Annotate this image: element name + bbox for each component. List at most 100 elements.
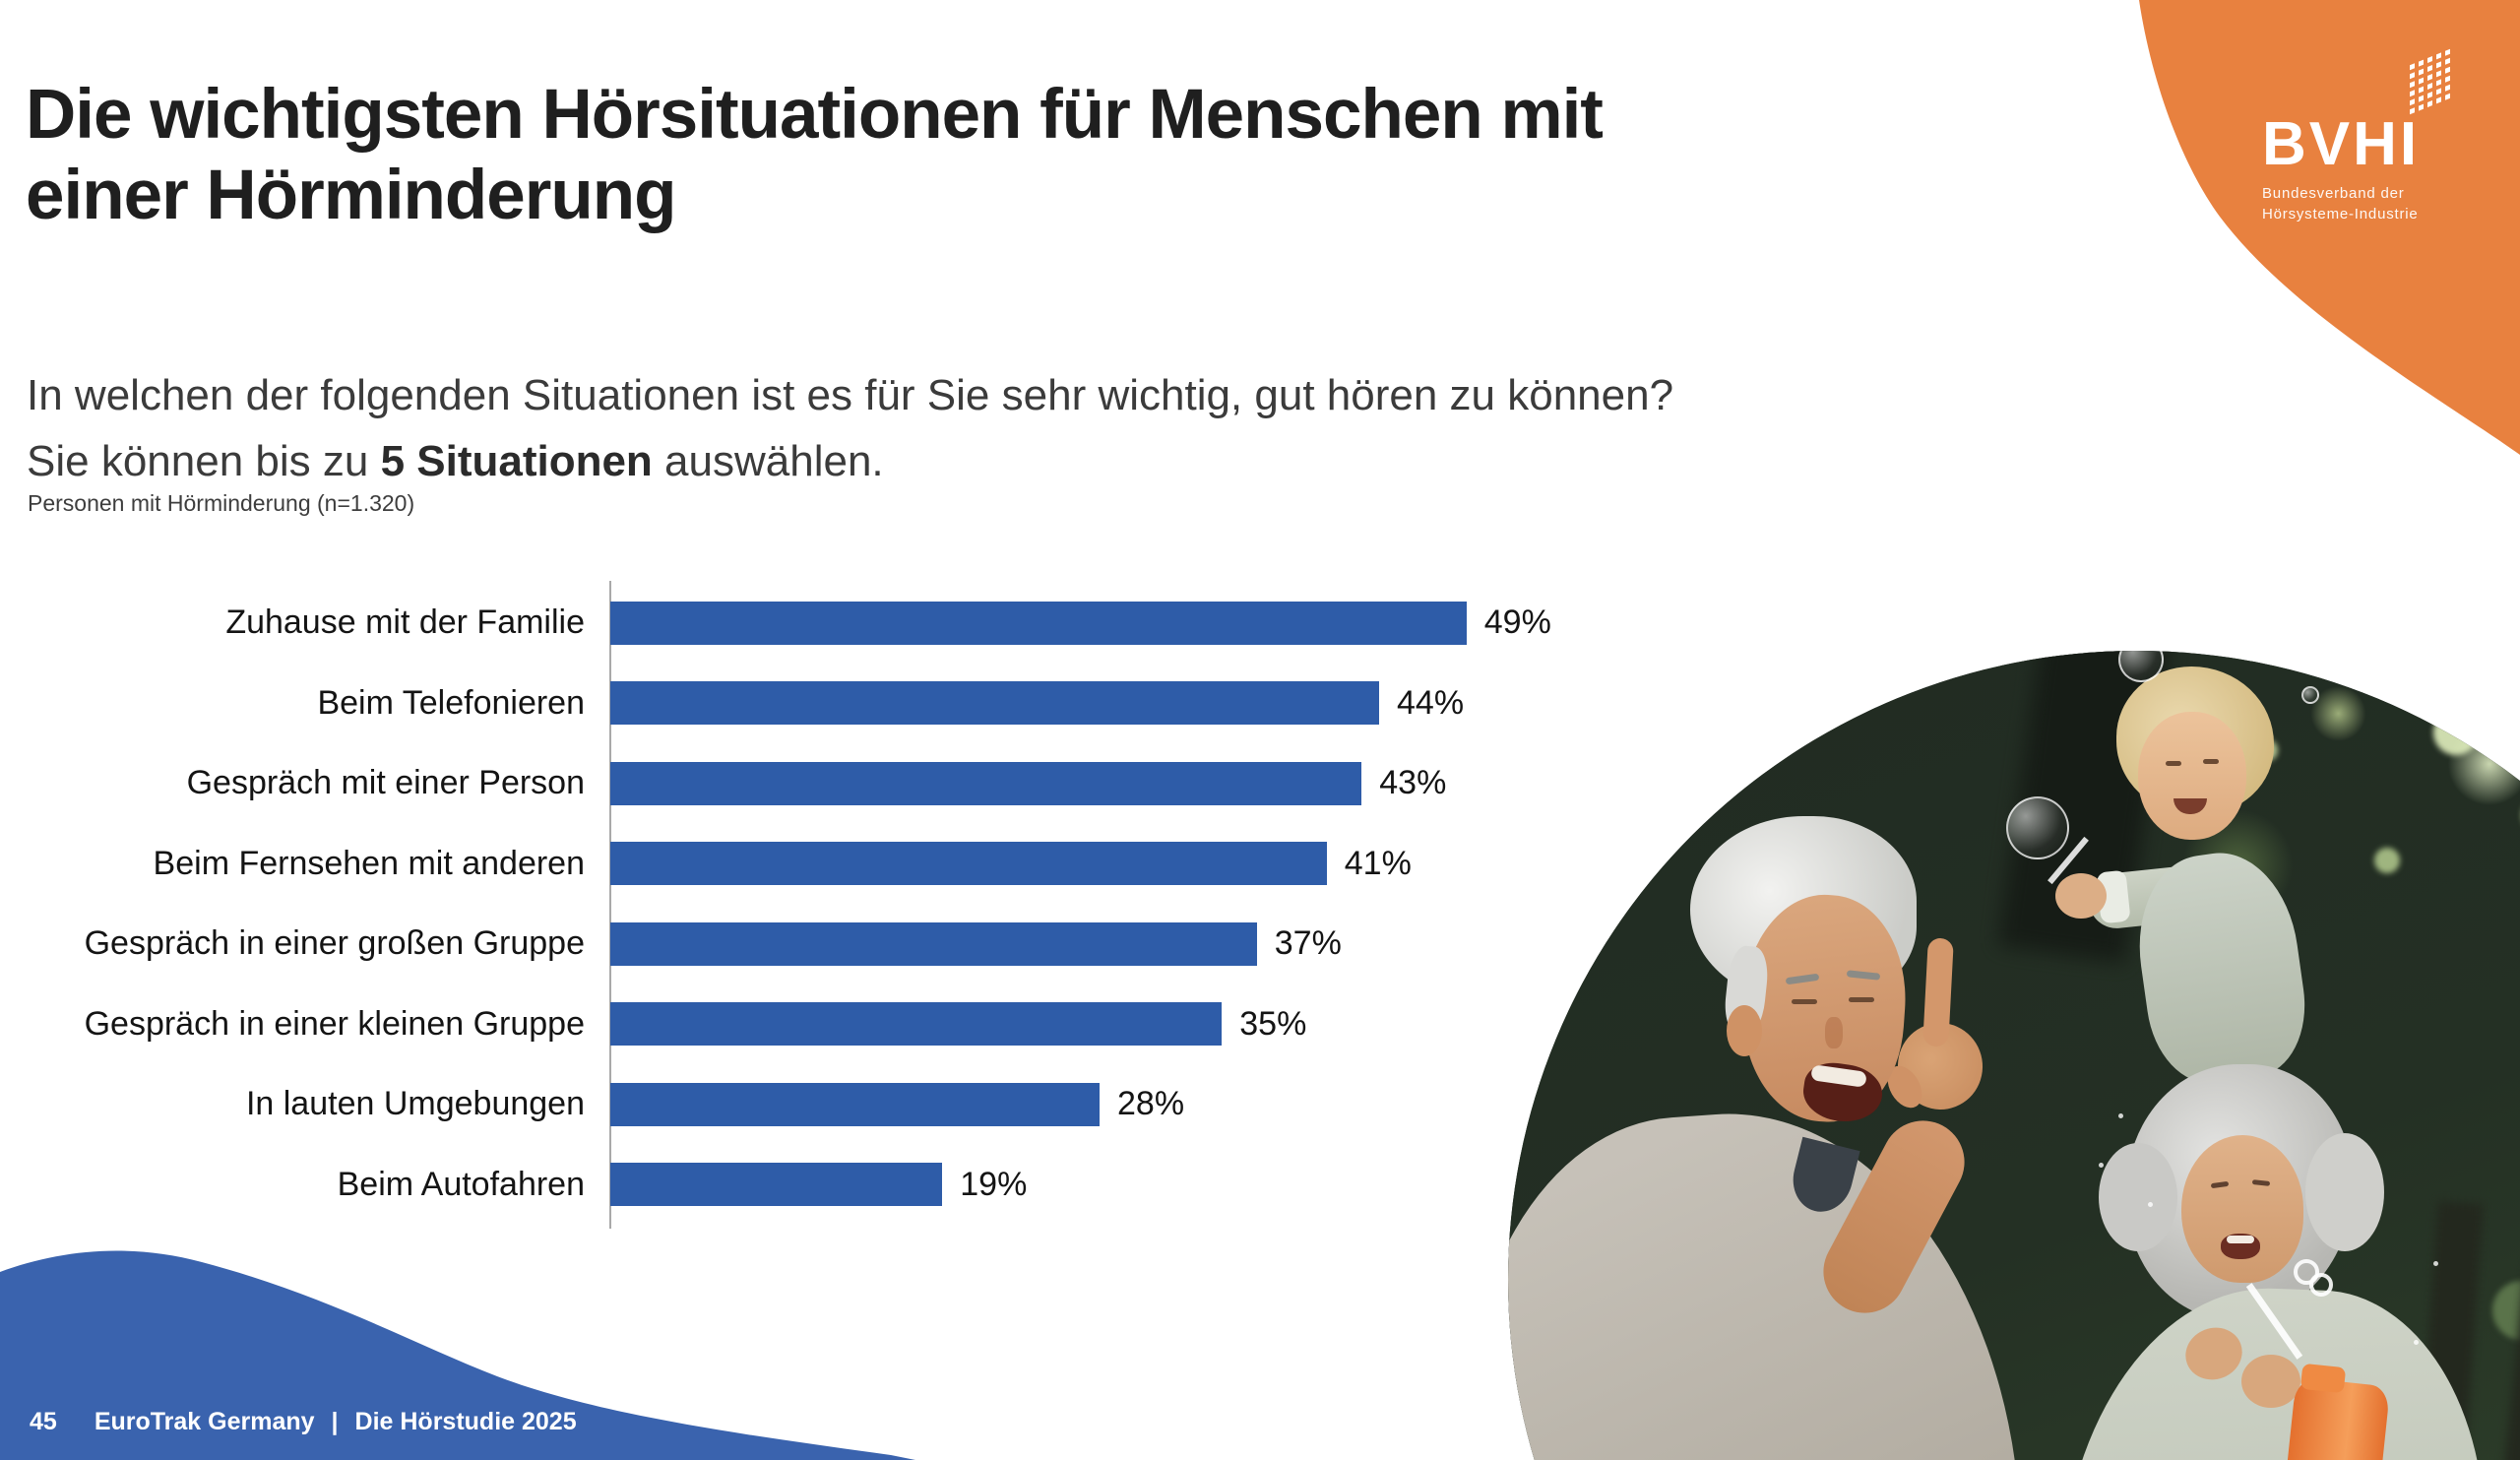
bvhi-logo-subtext: Bundesverband der Hörsysteme-Industrie [2262, 183, 2420, 224]
logo-dot [2427, 73, 2432, 82]
child-eye [2203, 759, 2219, 764]
bar-chart: Zuhause mit der Familie 49% Beim Telefonie… [0, 583, 1551, 1225]
logo-dot [2436, 79, 2441, 87]
chart-row: Gespräch in einer großen Gruppe 37% [0, 904, 1551, 984]
logo-dot [2410, 72, 2415, 80]
man-nose-shadow [1825, 1017, 1843, 1048]
bar-value: 43% [1379, 764, 1447, 802]
chart-axis [609, 581, 611, 1229]
question-line2-prefix: Sie können bis zu [27, 437, 381, 485]
page-title-line2: einer Hörminderung [26, 157, 677, 234]
bar [610, 1163, 943, 1207]
man-eye [1792, 999, 1817, 1004]
logo-dot [2445, 75, 2450, 83]
bar-label: In lauten Umgebungen [245, 1085, 585, 1123]
logo-dot [2436, 52, 2441, 60]
question-line2: Sie können bis zu 5 Situationen auswähle… [27, 428, 1673, 494]
bvhi-subtext-line1: Bundesverband der [2262, 185, 2405, 202]
bottle-cap [2300, 1363, 2347, 1394]
bar-value: 35% [1239, 1004, 1307, 1043]
sample-note: Personen mit Hörminderung (n=1.320) [28, 490, 415, 516]
logo-dot [2419, 59, 2424, 67]
question-line1: In welchen der folgenden Situationen ist… [27, 371, 1674, 419]
page-number: 45 [30, 1408, 57, 1435]
chart-row: Zuhause mit der Familie 49% [0, 583, 1551, 664]
logo-dot [2427, 91, 2432, 99]
woman-hand [2241, 1355, 2300, 1408]
spray-droplet [2148, 1202, 2153, 1207]
chart-row: Gespräch mit einer Person 43% [0, 743, 1551, 824]
bar [610, 601, 1467, 645]
logo-dot [2445, 48, 2450, 56]
logo-dot [2427, 99, 2432, 108]
bar [610, 681, 1379, 726]
bar [610, 842, 1327, 886]
logo-dot [2419, 95, 2424, 102]
bubble-icon [2301, 686, 2319, 704]
chart-row: Beim Telefonieren 44% [0, 664, 1551, 744]
child-eye [2166, 761, 2181, 766]
logo-dot [2427, 55, 2432, 64]
footer-separator: | [331, 1408, 339, 1435]
woman-hair-curl [2099, 1143, 2177, 1251]
bokeh-spot [1597, 808, 1626, 838]
bar [610, 761, 1362, 805]
bubble-wand-loop [2309, 1273, 2333, 1297]
child-face [2138, 712, 2246, 840]
logo-dot [2419, 86, 2424, 94]
bar [610, 1002, 1223, 1047]
bvhi-logo: BVHI Bundesverband der Hörsysteme-Indust… [2262, 114, 2420, 224]
bubble-icon [2118, 651, 2164, 682]
page-title: Die wichtigsten Hörsituationen für Mensc… [26, 75, 1604, 236]
page-title-line1: Die wichtigsten Hörsituationen für Mensc… [26, 76, 1604, 154]
logo-dot [2427, 64, 2432, 73]
child-smile [2174, 798, 2207, 814]
chart-rows: Zuhause mit der Familie 49% Beim Telefonie… [0, 583, 1551, 1225]
bar [610, 1082, 1100, 1126]
woman-hair-curl [2305, 1133, 2384, 1251]
woman-teeth [2227, 1236, 2254, 1243]
logo-dot [2410, 63, 2415, 71]
question-text: In welchen der folgenden Situationen ist… [27, 362, 1673, 494]
chart-row: In lauten Umgebungen 28% [0, 1064, 1551, 1145]
chart-row: Beim Autofahren 19% [0, 1145, 1551, 1226]
bar-label: Gespräch in einer großen Gruppe [84, 924, 585, 963]
bubble-wand-loop [2294, 1259, 2319, 1285]
logo-dot [2445, 57, 2450, 65]
woman-face [2181, 1135, 2303, 1283]
spray-droplet [2118, 1113, 2123, 1118]
bar-value: 44% [1397, 683, 1465, 722]
logo-dot [2410, 81, 2415, 89]
bar-label: Gespräch in einer kleinen Gruppe [84, 1004, 585, 1043]
logo-dot [2427, 82, 2432, 91]
bar-label: Beim Autofahren [337, 1165, 585, 1203]
bokeh-spot [2374, 848, 2400, 873]
footer: 45 EuroTrak Germany | Die Hörstudie 2025 [30, 1408, 577, 1436]
bvhi-logo-text: BVHI [2262, 110, 2421, 178]
bar-value: 19% [960, 1165, 1028, 1203]
footer-text: EuroTrak Germany | Die Hörstudie 2025 [94, 1408, 577, 1436]
bubble-icon [2006, 796, 2069, 859]
logo-dot [2410, 98, 2415, 106]
question-line2-suffix: auswählen. [652, 437, 884, 485]
logo-dot [2445, 93, 2450, 100]
logo-blob-shape [2139, 0, 2520, 455]
bar-value: 37% [1274, 924, 1342, 963]
logo-dot [2419, 77, 2424, 85]
question-line2-bold: 5 Situationen [380, 437, 653, 485]
man-ear [1727, 1005, 1762, 1056]
bar-value: 28% [1117, 1085, 1185, 1123]
logo-dot [2436, 61, 2441, 69]
footer-study: EuroTrak Germany [94, 1408, 315, 1435]
bar [610, 921, 1257, 966]
photo-circle [1508, 651, 2520, 1460]
bar-value: 49% [1483, 603, 1551, 642]
logo-dot [2410, 90, 2415, 97]
chart-row: Gespräch in einer kleinen Gruppe 35% [0, 984, 1551, 1065]
child-hand [2055, 873, 2107, 919]
bar-label: Beim Telefonieren [317, 683, 585, 722]
spray-droplet [2433, 1261, 2438, 1266]
logo-dot [2419, 68, 2424, 76]
man-eye [1849, 997, 1874, 1002]
bvhi-dots-icon [2410, 48, 2450, 115]
